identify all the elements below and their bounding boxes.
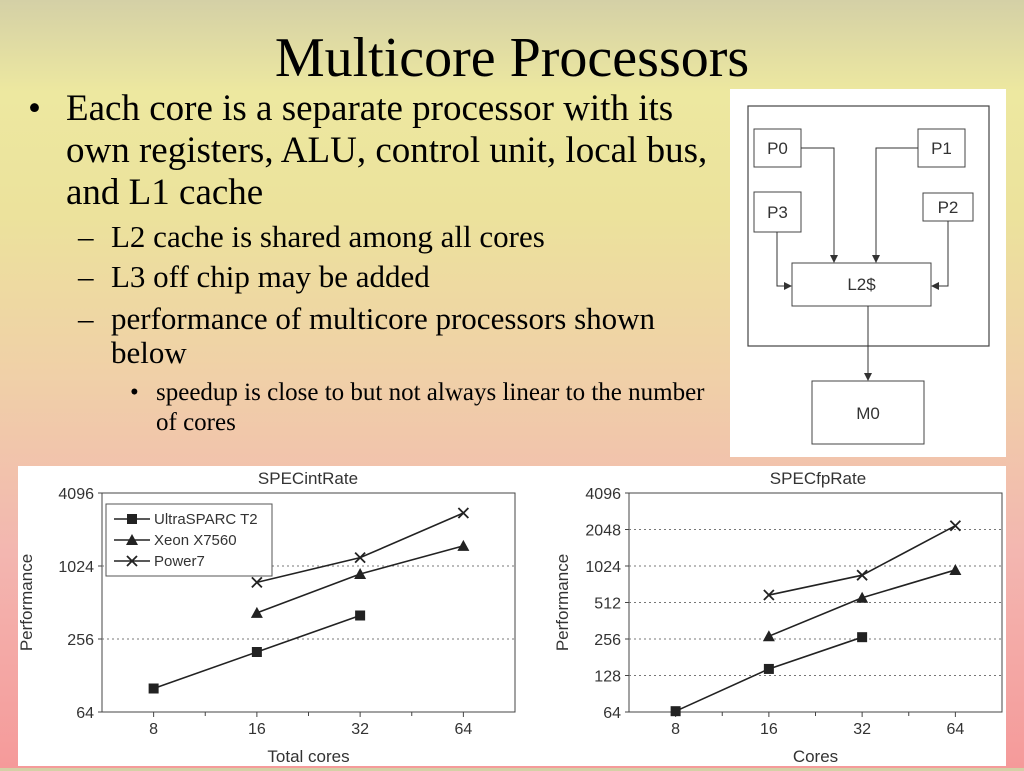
data-point	[457, 539, 470, 551]
x-tick-label: 64	[946, 721, 964, 738]
processor-p0-box	[753, 128, 802, 168]
y-tick-label: 64	[76, 705, 94, 722]
chart-title: SPECintRate	[258, 469, 358, 488]
y-tick-label: 4096	[58, 486, 94, 503]
y-tick-label: 128	[594, 669, 621, 686]
data-point	[251, 646, 262, 657]
data-point	[148, 683, 159, 694]
dash-glyph: –	[78, 219, 94, 254]
memory-label: M0	[856, 404, 880, 423]
processor-p3-label: P3	[767, 203, 788, 222]
series-line	[768, 569, 956, 637]
legend-marker	[126, 555, 138, 567]
y-tick-label: 2048	[585, 523, 621, 540]
x-axis-label: Total cores	[267, 747, 349, 766]
l2-cache-box	[791, 262, 932, 307]
x-tick-label: 32	[351, 721, 369, 738]
dash-glyph: –	[78, 259, 94, 294]
data-point	[354, 552, 366, 564]
sub-sub-bullet: • speedup is close to but not always line…	[28, 378, 728, 438]
legend-marker	[127, 514, 137, 524]
charts-panel: 64 256 1024 4096 8 16 32 64 SPECintRate Total cor…	[17, 466, 1006, 766]
x-tick-label: 16	[248, 721, 266, 738]
l2-cache-label: L2$	[847, 275, 876, 294]
legend-label: Xeon X7560	[154, 532, 237, 549]
x-tick-label: 8	[149, 721, 158, 738]
bullet-list: Each core is a separate processor with i…	[28, 88, 728, 438]
data-point	[250, 606, 263, 618]
y-axis-label: Performance	[18, 554, 36, 651]
y-tick-label: 1024	[585, 559, 621, 576]
multicore-diagram: P0 P1 P3 P2 L2$ M0	[730, 89, 1006, 457]
slide-title: Multicore Processors	[274, 27, 750, 89]
p2-cache-arrow	[931, 221, 949, 290]
y-axis-label: Performance	[553, 554, 572, 651]
y-tick-label: 256	[594, 632, 621, 649]
data-point	[856, 569, 868, 581]
y-tick-label: 64	[603, 705, 621, 722]
processor-p1-label: P1	[931, 139, 952, 158]
x-axis-label: Cores	[793, 747, 838, 766]
processor-p0-label: P0	[767, 139, 788, 158]
sub-bullet: – L3 off chip may be added	[28, 260, 728, 294]
bullet-glyph: •	[130, 379, 139, 406]
x-tick-label: 8	[671, 721, 680, 738]
x-tick-label: 16	[760, 721, 778, 738]
data-point	[857, 632, 868, 643]
data-point	[251, 576, 263, 589]
processor-p3-box	[753, 191, 802, 233]
p1-cache-arrow	[872, 147, 918, 263]
sub-bullet-text: performance of multicore processors show…	[111, 301, 656, 370]
processor-p1-box	[917, 128, 966, 168]
charts-svg: 64 256 1024 4096 8 16 32 64 SPECintRate Total cor…	[17, 469, 1003, 766]
data-point	[856, 591, 869, 603]
data-point	[355, 610, 366, 621]
data-point	[457, 507, 470, 519]
data-point	[670, 706, 681, 717]
series-line	[256, 545, 464, 614]
series-line	[768, 525, 956, 596]
sub-bullet: – L2 cache is shared among all cores	[28, 220, 728, 254]
main-bullet: Each core is a separate processor with i…	[28, 88, 728, 214]
data-point	[763, 663, 774, 674]
data-point	[949, 563, 962, 575]
sub-bullet: – performance of multicore processors sho…	[28, 302, 728, 370]
legend-label: UltraSPARC T2	[154, 511, 258, 528]
processor-p2-label: P2	[938, 198, 959, 217]
legend-label: Power7	[154, 553, 205, 570]
p0-cache-arrow	[801, 147, 838, 263]
processor-p2-box	[922, 192, 974, 222]
dash-glyph: –	[78, 301, 94, 336]
sub-bullet-text: L2 cache is shared among all cores	[111, 219, 545, 254]
sub-bullet-text: L3 off chip may be added	[111, 259, 430, 294]
data-point	[763, 589, 775, 601]
x-tick-label: 64	[454, 721, 472, 738]
p3-cache-arrow	[776, 232, 792, 290]
sub-sub-bullet-text: speedup is close to but not always linea…	[156, 379, 705, 436]
chart-title: SPECfpRate	[770, 469, 866, 488]
x-tick-label: 32	[853, 721, 871, 738]
data-point	[354, 567, 367, 579]
y-tick-label: 256	[67, 632, 94, 649]
legend-marker	[126, 534, 138, 545]
memory-box	[811, 380, 925, 445]
y-tick-label: 1024	[58, 559, 94, 576]
y-tick-label: 512	[594, 596, 621, 613]
series-line	[675, 636, 863, 712]
data-point	[762, 630, 775, 642]
y-tick-label: 4096	[585, 486, 621, 503]
diagram-svg: P0 P1 P3 P2 L2$ M0	[747, 105, 990, 445]
data-point	[949, 520, 962, 532]
